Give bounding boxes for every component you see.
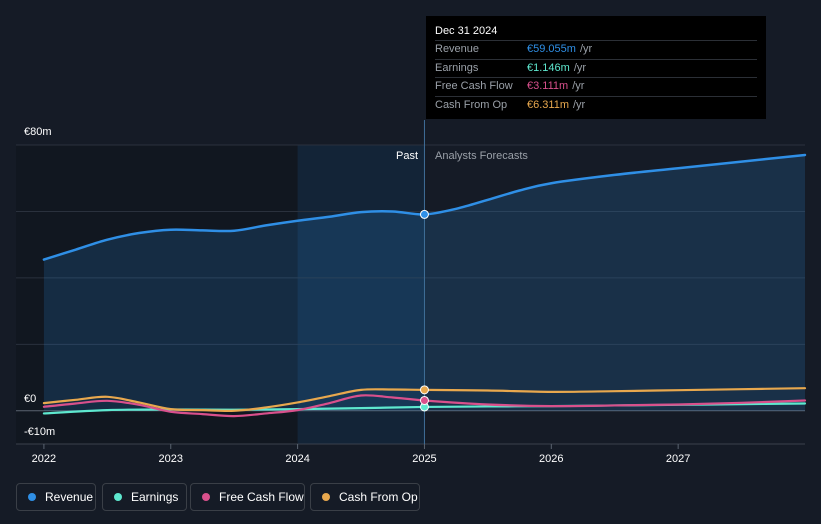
legend-dot-icon	[322, 493, 330, 501]
tooltip-unit: /yr	[579, 43, 593, 55]
forecast-label: Analysts Forecasts	[435, 150, 528, 162]
x-tick-label: 2022	[32, 453, 56, 465]
past-label: Past	[396, 150, 419, 162]
legend-item-free-cash-flow[interactable]: Free Cash Flow	[190, 483, 305, 511]
marker-cash-from-op	[419, 385, 429, 395]
legend-label: Earnings	[131, 490, 179, 504]
y-tick-label-top: €80m	[24, 126, 52, 138]
y-tick-label-zero: €0	[24, 393, 37, 405]
tooltip-unit: /yr	[573, 98, 586, 111]
tooltip: Dec 31 2024 Revenue €59.055m /yr Earning…	[426, 16, 766, 119]
tooltip-unit: /yr	[572, 80, 585, 92]
tooltip-label: Earnings	[435, 61, 479, 74]
tooltip-row-cash-from-op: Cash From Op €6.311m /yr	[435, 95, 757, 115]
tooltip-value: €1.146m	[527, 61, 570, 74]
x-tick-label: 2023	[159, 453, 183, 465]
x-tick-label: 2027	[666, 453, 690, 465]
series-line-revenue	[42, 153, 807, 261]
tooltip-label: Cash From Op	[435, 98, 508, 111]
tooltip-row-revenue: Revenue €59.055m /yr	[435, 40, 757, 59]
highlight-region-bg	[297, 145, 425, 444]
legend-dot-icon	[114, 493, 122, 501]
x-axis-ticks: 2022 2023 2024 2025 2026 2027	[32, 444, 690, 465]
tooltip-label: Free Cash Flow	[435, 80, 513, 92]
legend-dot-icon	[28, 493, 36, 501]
tooltip-label: Revenue	[435, 43, 480, 55]
tooltip-unit: /yr	[573, 61, 587, 74]
marker-free-cash-flow	[419, 395, 429, 405]
tooltip-value: €6.311m	[527, 98, 569, 111]
x-tick-label: 2024	[285, 453, 309, 465]
legend-dot-icon	[202, 493, 210, 501]
tooltip-row-earnings: Earnings €1.146m /yr	[435, 58, 757, 78]
hover-markers	[419, 209, 429, 412]
legend-item-revenue[interactable]: Revenue	[16, 483, 96, 511]
tooltip-value: €3.111m	[527, 80, 569, 92]
grid-lines	[16, 144, 805, 445]
tooltip-value: €59.055m	[527, 43, 576, 55]
y-tick-label-bottom: -€10m	[24, 426, 56, 438]
legend-item-earnings[interactable]: Earnings	[102, 483, 187, 511]
legend-label: Cash From Op	[339, 490, 418, 504]
tooltip-date: Dec 31 2024	[435, 25, 498, 37]
x-tick-label: 2026	[539, 453, 563, 465]
tooltip-row-free-cash-flow: Free Cash Flow €3.111m /yr	[435, 77, 757, 96]
series-line-cash-from-op	[42, 387, 807, 412]
legend-label: Revenue	[45, 490, 94, 504]
marker-revenue	[419, 209, 429, 219]
series-line-free-cash-flow	[42, 394, 807, 418]
legend-item-cash-from-op[interactable]: Cash From Op	[310, 483, 420, 511]
x-tick-label: 2025	[412, 453, 436, 465]
legend-label: Free Cash Flow	[219, 490, 304, 504]
